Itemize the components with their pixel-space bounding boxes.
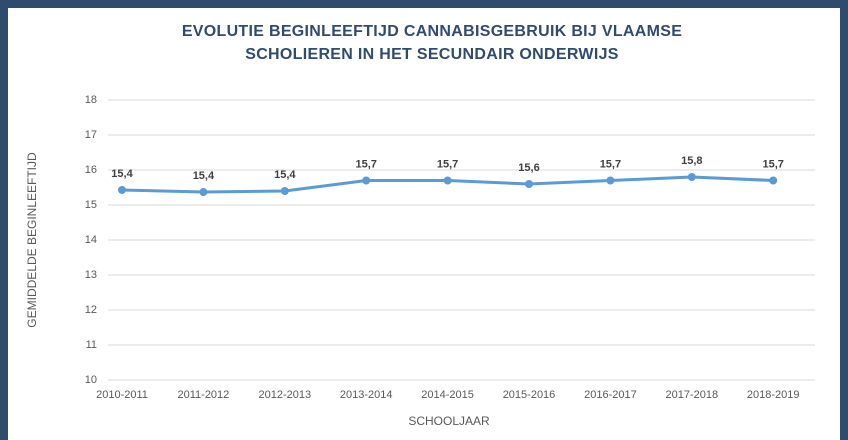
y-tick-label: 10 bbox=[85, 374, 97, 386]
panel bbox=[8, 8, 840, 440]
x-axis-label: SCHOOLJAAR bbox=[408, 414, 490, 428]
marker bbox=[769, 176, 778, 185]
x-tick-label: 2016-2017 bbox=[584, 389, 637, 401]
x-tick-label: 2014-2015 bbox=[421, 389, 474, 401]
x-tick-label: 2011-2012 bbox=[178, 389, 230, 401]
marker bbox=[118, 185, 126, 194]
y-tick-label: 15 bbox=[85, 199, 97, 211]
x-tick-label: 2017-2018 bbox=[665, 389, 718, 401]
data-label: 15,7 bbox=[600, 158, 621, 170]
x-tick-label: 2015-2016 bbox=[503, 389, 556, 401]
y-tick-label: 13 bbox=[85, 269, 97, 281]
y-axis-label: GEMIDDELDE BEGINLEEFTIJD bbox=[25, 152, 39, 328]
data-label: 15,4 bbox=[111, 168, 133, 180]
x-tick-label: 2012-2013 bbox=[258, 389, 311, 401]
data-label: 15,4 bbox=[274, 169, 296, 181]
x-tick-label: 2013-2014 bbox=[340, 389, 393, 401]
data-label: 15,6 bbox=[518, 162, 539, 174]
marker bbox=[443, 176, 452, 185]
y-tick-label: 17 bbox=[85, 129, 97, 141]
x-tick-label: 2010-2011 bbox=[96, 389, 148, 401]
marker bbox=[606, 176, 615, 185]
data-label: 15,7 bbox=[355, 158, 376, 170]
y-tick-label: 18 bbox=[85, 94, 97, 106]
data-label: 15,8 bbox=[681, 155, 702, 167]
marker bbox=[280, 187, 289, 195]
chart-title: SCHOLIEREN IN HET SECUNDAIR ONDERWIJS bbox=[245, 46, 619, 63]
chart-title: EVOLUTIE BEGINLEEFTIJD CANNABISGEBRUIK B… bbox=[182, 23, 682, 40]
y-tick-label: 11 bbox=[86, 339, 97, 351]
marker bbox=[687, 173, 696, 181]
y-tick-label: 14 bbox=[85, 234, 97, 246]
marker bbox=[362, 176, 371, 185]
y-tick-label: 16 bbox=[85, 164, 97, 176]
data-label: 15,4 bbox=[193, 170, 215, 182]
y-tick-label: 12 bbox=[85, 304, 97, 316]
data-label: 15,7 bbox=[762, 158, 783, 170]
data-label: 15,7 bbox=[437, 158, 458, 170]
marker bbox=[199, 188, 208, 197]
x-tick-label: 2018-2019 bbox=[747, 389, 800, 401]
marker bbox=[525, 180, 533, 188]
